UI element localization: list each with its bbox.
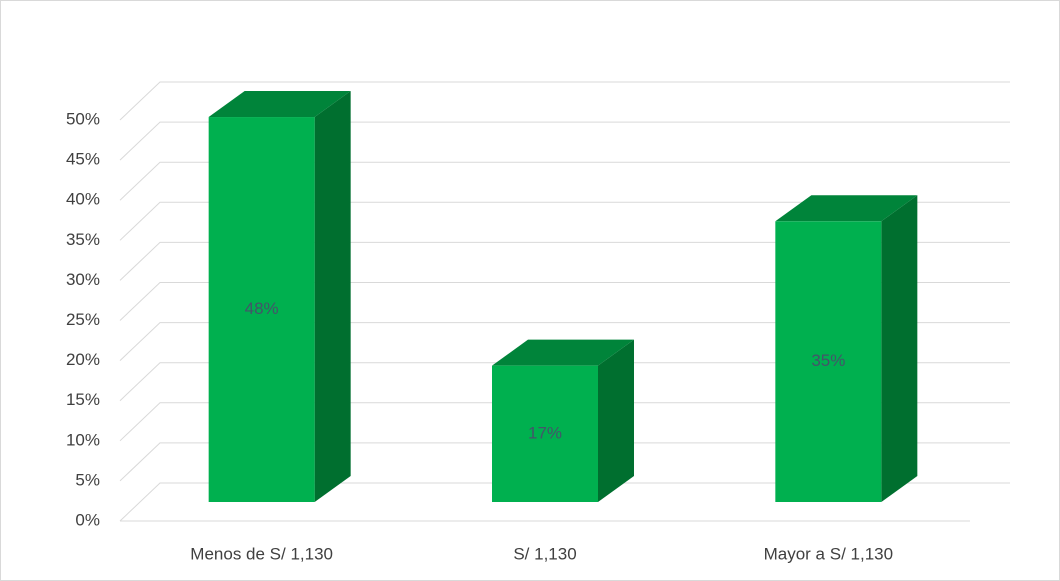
grid-line: [119, 241, 1010, 281]
y-tick-label: 35%: [66, 230, 100, 249]
grid-line: [119, 81, 1010, 121]
grid-line: [119, 362, 1010, 402]
grid-line: [119, 282, 1010, 321]
value-label: 35%: [811, 351, 845, 370]
x-tick-label: S/ 1,130: [513, 544, 576, 563]
grid-line: [119, 161, 1010, 201]
grid-line: [119, 322, 1010, 361]
grid-line: [119, 482, 1010, 522]
bar-side: [881, 195, 918, 503]
bar-side: [314, 91, 351, 502]
y-tick-label: 30%: [66, 270, 100, 289]
grid-line: [119, 201, 1010, 241]
value-label: 48%: [245, 299, 279, 318]
y-tick-label: 10%: [66, 430, 100, 449]
bar-top: [208, 91, 351, 118]
bar-top: [492, 339, 634, 366]
bar: [492, 365, 598, 502]
y-tick-label: 0%: [75, 510, 100, 529]
y-tick-label: 50%: [66, 109, 100, 128]
y-tick-label: 40%: [66, 190, 100, 209]
bar-side: [598, 339, 634, 502]
y-tick-label: 5%: [75, 470, 100, 489]
y-tick-label: 20%: [66, 350, 100, 369]
value-label: 17%: [528, 423, 562, 442]
x-tick-label: Menos de S/ 1,130: [190, 544, 333, 563]
bar: [775, 221, 882, 503]
y-tick-label: 25%: [66, 310, 100, 329]
grid-line: [119, 442, 1010, 482]
y-tick-label: 15%: [66, 390, 100, 409]
y-tick-label: 45%: [66, 150, 100, 169]
bar: [208, 117, 315, 502]
x-tick-label: Mayor a S/ 1,130: [764, 544, 893, 563]
grid-line: [119, 402, 1010, 442]
grid-line: [119, 121, 1010, 161]
bar-top: [775, 195, 918, 222]
